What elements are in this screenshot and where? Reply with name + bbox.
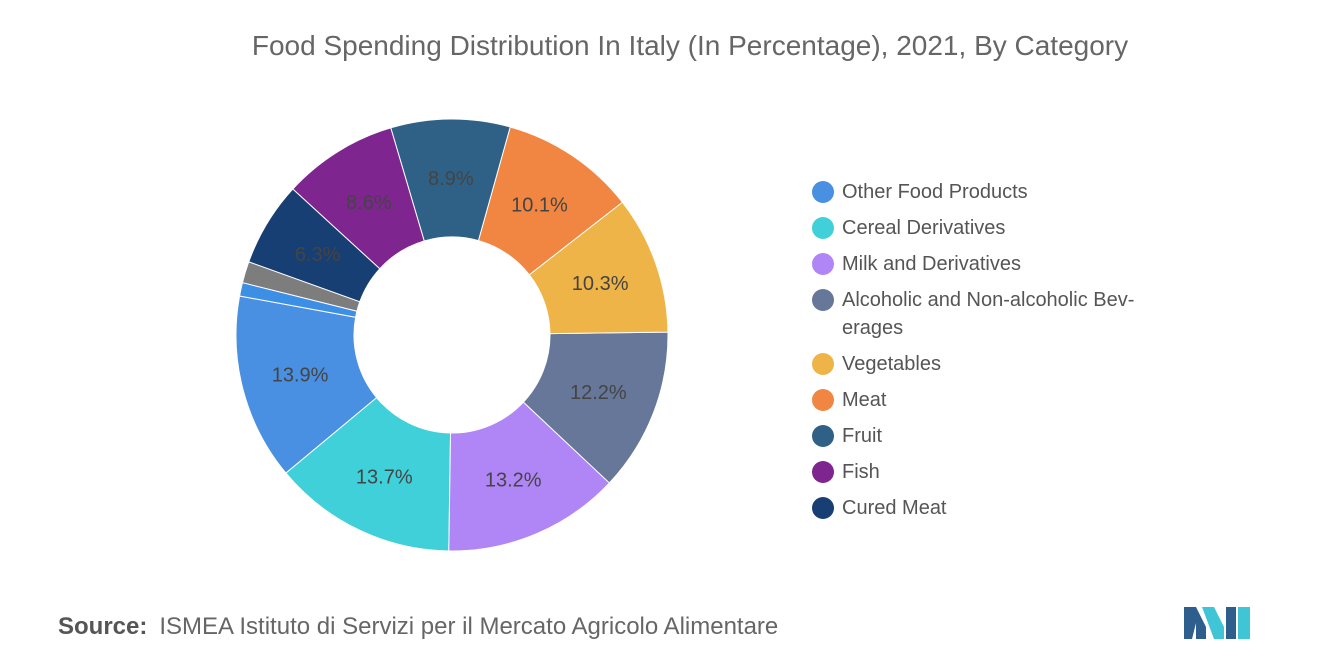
source-line: Source: ISMEA Istituto di Servizi per il … — [58, 613, 778, 641]
legend-swatch — [812, 461, 834, 483]
legend-item: Fruit — [812, 422, 1192, 450]
slice-other-food-products — [235, 295, 378, 474]
donut-chart: 13.9% 13.7% 13.2% 12.2% 10.3% 10.1% 8.9% 8.6% 6.… — [235, 118, 669, 552]
legend-swatch — [812, 389, 834, 411]
chart-title: Food Spending Distribution In Italy (In … — [251, 30, 1129, 61]
legend-label: Fish — [842, 461, 880, 483]
legend-swatch — [812, 253, 834, 275]
legend-swatch — [812, 497, 834, 519]
legend-label: Other Food Products — [842, 181, 1028, 203]
slice-label: 13.2% — [485, 470, 542, 492]
slice-label: 12.2% — [570, 382, 627, 404]
legend-label: Vegetables — [842, 353, 941, 375]
legend-item: Cured Meat — [812, 494, 1192, 522]
slice-cereal-derivatives — [285, 396, 452, 552]
legend-swatch — [812, 425, 834, 447]
legend-item: Cereal Derivatives — [812, 214, 1192, 242]
slice-label: 10.3% — [572, 273, 629, 295]
source-label: Source: — [58, 613, 148, 640]
legend-item: Other Food Products — [812, 178, 1192, 206]
legend-label: Milk and Derivatives — [842, 253, 1021, 275]
slice-unlabeled-10 — [238, 282, 358, 318]
legend-swatch — [812, 181, 834, 203]
legend-label: Alcoholic and Non-alcoholic Bev- erages — [842, 289, 1135, 339]
slice-label: 10.1% — [511, 195, 568, 217]
slice-label: 13.9% — [272, 365, 329, 387]
legend-item: Meat — [812, 386, 1192, 414]
legend-label: Cereal Derivatives — [842, 217, 1006, 239]
legend-item: Alcoholic and Non-alcoholic Bev- erages — [812, 286, 1192, 342]
slice-milk-and-derivatives — [448, 401, 611, 552]
legend-label: Fruit — [842, 425, 882, 447]
slice-label: 6.3% — [295, 244, 341, 266]
slice-label: 13.7% — [356, 467, 413, 489]
legend-item: Vegetables — [812, 350, 1192, 378]
legend-swatch — [812, 353, 834, 375]
legend-label: Meat — [842, 389, 887, 411]
legend-swatch — [812, 289, 834, 311]
slice-label: 8.6% — [346, 192, 392, 214]
slice-label: 8.9% — [428, 168, 474, 190]
chart-legend: Other Food Products Cereal Derivatives Mil… — [812, 178, 1192, 530]
legend-swatch — [812, 217, 834, 239]
legend-item: Fish — [812, 458, 1192, 486]
legend-item: Milk and Derivatives — [812, 250, 1192, 278]
legend-label: Cured Meat — [842, 497, 947, 519]
source-text: ISMEA Istituto di Servizi per il Mercato… — [159, 613, 779, 640]
mordor-logo-icon — [1184, 607, 1250, 639]
